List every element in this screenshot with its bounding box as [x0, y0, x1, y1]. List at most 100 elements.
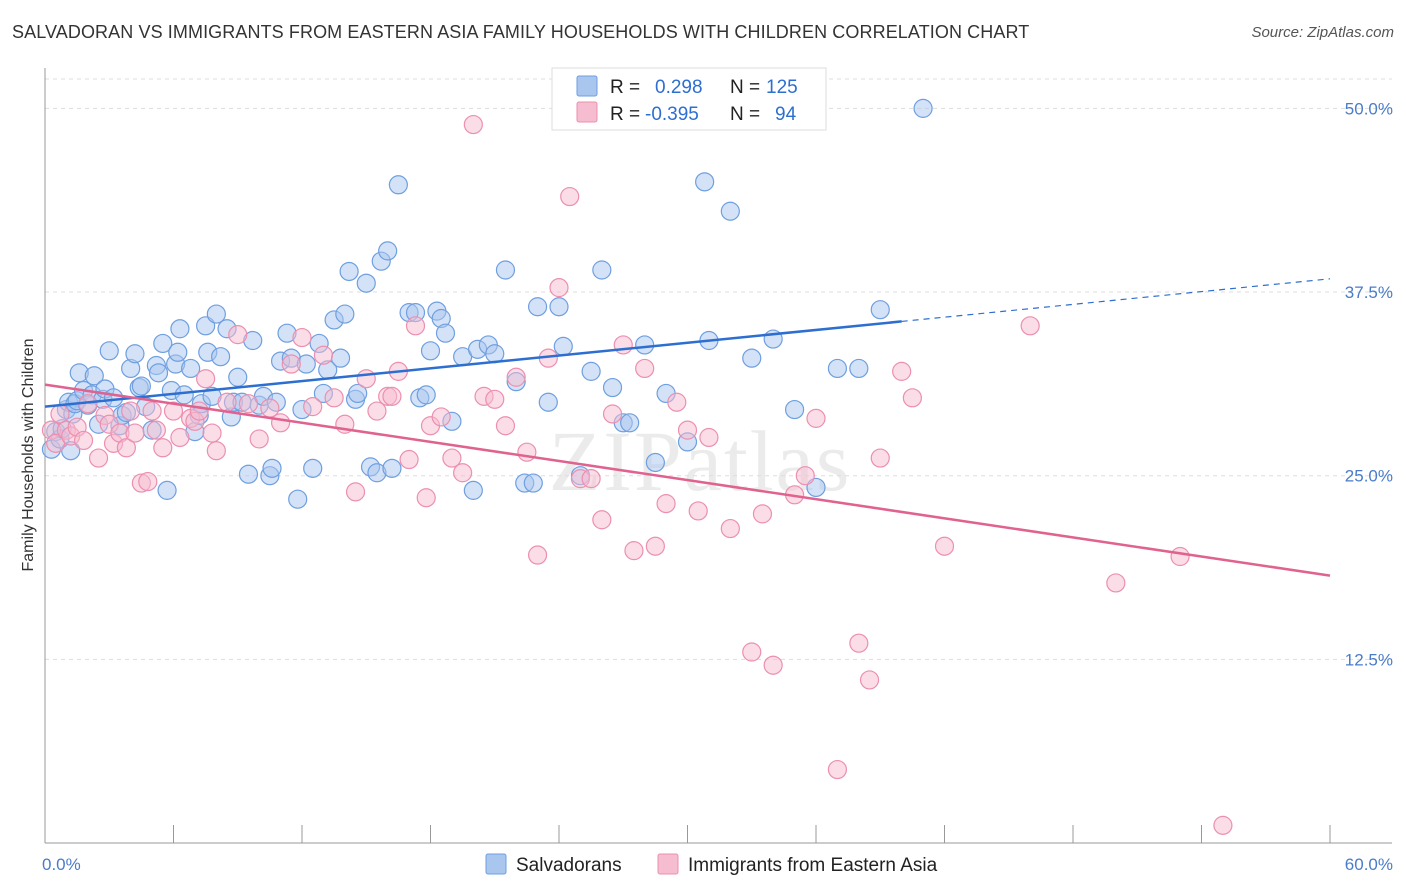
- data-point-salvadorans: [635, 335, 655, 355]
- trend-line-salvadorans: [44, 320, 902, 408]
- data-point-eastern-asia: [382, 386, 402, 406]
- data-point-salvadorans: [695, 172, 715, 192]
- data-point-eastern-asia: [849, 633, 869, 653]
- data-point-salvadorans: [720, 201, 740, 221]
- data-point-salvadorans: [602, 377, 623, 398]
- data-point-eastern-asia: [292, 327, 312, 348]
- data-point-eastern-asia: [153, 438, 173, 458]
- source-attribution: Source: ZipAtlas.com: [1251, 24, 1394, 41]
- data-point-eastern-asia: [1020, 316, 1040, 336]
- data-point-eastern-asia: [635, 358, 655, 379]
- data-point-salvadorans: [174, 385, 194, 405]
- data-point-salvadorans: [206, 304, 226, 324]
- data-point-eastern-asia: [517, 442, 537, 462]
- y-axis-label: Family Households with Children: [20, 339, 37, 572]
- data-point-eastern-asia: [73, 430, 94, 451]
- data-point-eastern-asia: [485, 389, 505, 409]
- data-point-salvadorans: [148, 363, 169, 383]
- y-tick-label: 37.5%: [1345, 283, 1393, 302]
- eastern-asia-points: [41, 114, 1233, 835]
- data-point-eastern-asia: [121, 401, 141, 421]
- data-point-eastern-asia: [549, 278, 569, 298]
- grid-lines: [45, 78, 1392, 660]
- chart-title: SALVADORAN VS IMMIGRANTS FROM EASTERN AS…: [12, 22, 1030, 42]
- bottom-legend-salvadorans: Salvadorans: [516, 855, 622, 876]
- data-point-salvadorans: [228, 367, 248, 387]
- data-point-salvadorans: [784, 399, 805, 420]
- data-point-eastern-asia: [560, 186, 580, 207]
- data-point-salvadorans: [827, 358, 848, 379]
- data-point-eastern-asia: [217, 392, 237, 412]
- data-point-eastern-asia: [367, 401, 387, 421]
- data-point-salvadorans: [335, 304, 355, 324]
- data-point-salvadorans: [849, 358, 869, 379]
- y-tick-label: 50.0%: [1345, 99, 1393, 118]
- legend-swatch-salvadorans: [576, 75, 598, 97]
- data-point-salvadorans: [581, 361, 601, 381]
- data-point-eastern-asia: [281, 354, 301, 374]
- data-point-salvadorans: [339, 261, 359, 282]
- data-point-eastern-asia: [189, 401, 209, 421]
- data-point-eastern-asia: [399, 449, 419, 470]
- data-point-salvadorans: [103, 388, 124, 408]
- data-point-eastern-asia: [313, 345, 334, 365]
- data-point-salvadorans: [303, 458, 323, 478]
- data-point-eastern-asia: [405, 316, 426, 336]
- bottom-legend-swatch-eastern-asia: [657, 853, 679, 875]
- data-point-salvadorans: [463, 480, 483, 500]
- data-point-eastern-asia: [613, 335, 633, 355]
- legend-r-value-1: 0.298: [655, 77, 703, 98]
- data-point-eastern-asia: [50, 404, 70, 424]
- data-point-eastern-asia: [934, 536, 955, 556]
- legend-swatch-eastern-asia: [576, 101, 598, 123]
- data-point-eastern-asia: [202, 423, 222, 443]
- legend-n-label-2: N =: [730, 104, 760, 125]
- data-point-eastern-asia: [795, 466, 815, 486]
- data-point-eastern-asia: [506, 367, 526, 387]
- data-point-salvadorans: [125, 344, 145, 364]
- legend-r-label-1: R =: [610, 77, 640, 98]
- data-point-eastern-asia: [345, 482, 366, 502]
- data-point-salvadorans: [157, 480, 177, 500]
- data-point-eastern-asia: [324, 388, 344, 408]
- data-point-eastern-asia: [1170, 546, 1190, 567]
- data-point-salvadorans: [553, 336, 573, 356]
- data-point-eastern-asia: [870, 448, 890, 468]
- data-point-salvadorans: [262, 458, 282, 478]
- tick-labels: 12.5% 25.0% 37.5% 50.0% 0.0% 60.0%: [42, 99, 1393, 874]
- data-point-eastern-asia: [356, 369, 376, 389]
- data-point-eastern-asia: [196, 369, 216, 389]
- data-point-eastern-asia: [827, 759, 848, 780]
- trend-lines: [44, 278, 1331, 577]
- series-legend: Salvadorans Immigrants from Eastern Asia: [485, 853, 938, 876]
- data-point-eastern-asia: [303, 397, 323, 417]
- data-point-eastern-asia: [1213, 815, 1233, 835]
- data-point-eastern-asia: [1106, 573, 1126, 593]
- data-point-salvadorans: [99, 341, 119, 361]
- data-point-eastern-asia: [453, 463, 473, 483]
- data-point-salvadorans: [495, 260, 516, 280]
- data-point-salvadorans: [420, 341, 441, 361]
- legend-n-label-1: N =: [730, 77, 760, 98]
- data-point-eastern-asia: [170, 427, 190, 448]
- x-tick-label-max: 60.0%: [1345, 855, 1393, 874]
- data-point-salvadorans: [170, 319, 190, 339]
- data-point-eastern-asia: [431, 407, 451, 427]
- data-point-salvadorans: [913, 98, 933, 118]
- data-point-eastern-asia: [249, 429, 269, 449]
- data-point-salvadorans: [388, 175, 408, 195]
- data-point-salvadorans: [181, 358, 201, 379]
- data-point-salvadorans: [356, 273, 376, 293]
- data-point-eastern-asia: [228, 325, 248, 345]
- legend-n-value-1: 125: [766, 77, 798, 98]
- data-point-eastern-asia: [463, 114, 483, 135]
- data-point-salvadorans: [168, 342, 188, 362]
- data-point-eastern-asia: [527, 545, 548, 565]
- data-point-salvadorans: [538, 392, 558, 412]
- data-point-eastern-asia: [742, 642, 762, 662]
- y-tick-label: 12.5%: [1345, 650, 1393, 669]
- data-point-eastern-asia: [656, 494, 676, 514]
- legend-n-value-2: 94: [775, 104, 797, 125]
- data-point-salvadorans: [382, 458, 402, 478]
